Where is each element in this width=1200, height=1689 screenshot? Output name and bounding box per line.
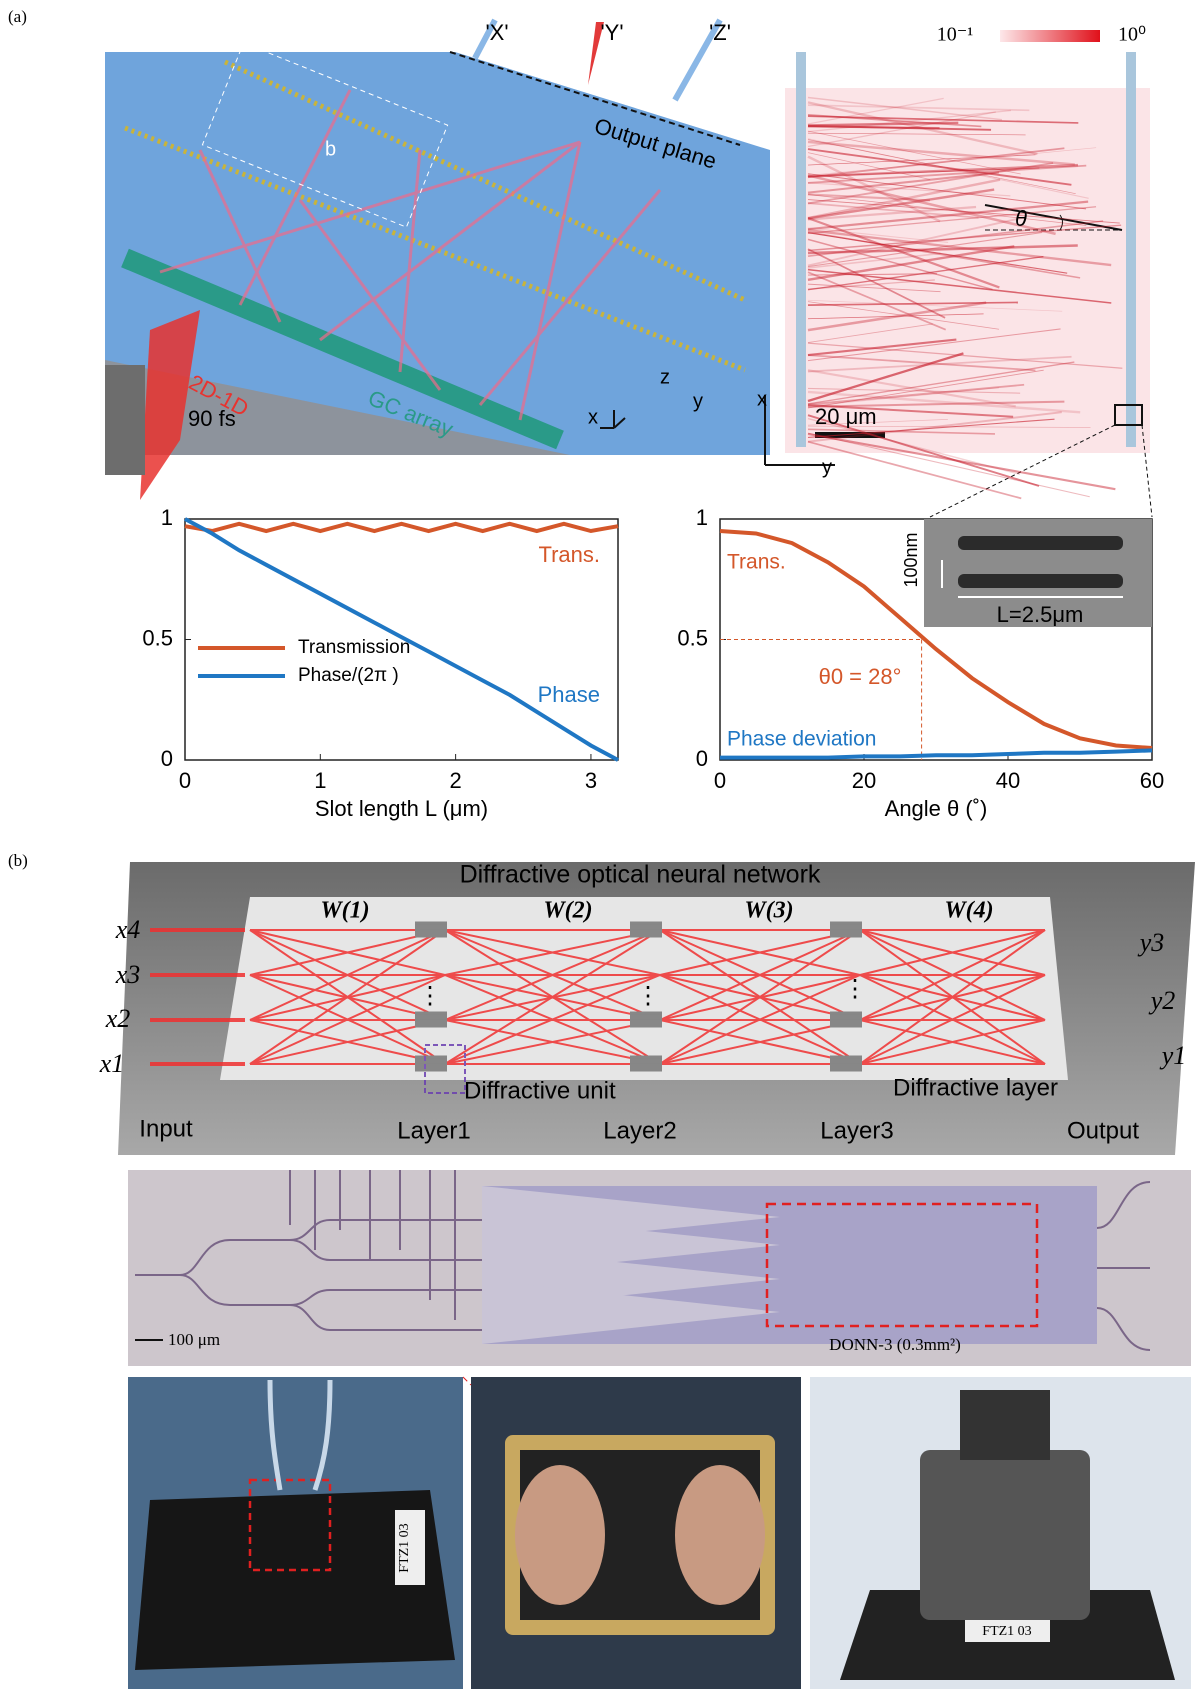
x-tick-label: 40 bbox=[996, 768, 1020, 793]
decoration bbox=[958, 574, 1123, 588]
field-map bbox=[765, 30, 1152, 517]
slot bbox=[830, 1023, 862, 1028]
box-label: b bbox=[325, 138, 336, 160]
pulse-label: 90 fs bbox=[188, 406, 236, 431]
annotation: Phase bbox=[538, 682, 600, 707]
weight-label: W(4) bbox=[944, 898, 993, 924]
decoration bbox=[958, 536, 1123, 550]
x-tick-label: 3 bbox=[585, 768, 597, 793]
y-tick-label: 0.5 bbox=[677, 625, 708, 650]
stage-label: Layer2 bbox=[603, 1117, 676, 1144]
axis-label: y bbox=[822, 456, 832, 478]
port-label: 'X' bbox=[485, 20, 508, 45]
stage-label: Layer3 bbox=[820, 1117, 893, 1144]
axis-label: x bbox=[588, 406, 598, 428]
series-label: Phase deviation bbox=[727, 728, 876, 751]
decoration bbox=[135, 1339, 163, 1341]
slot bbox=[415, 1023, 447, 1028]
output-label: y3 bbox=[1137, 928, 1165, 957]
decoration bbox=[105, 365, 145, 475]
slot bbox=[630, 1023, 662, 1028]
x-tick-label: 0 bbox=[179, 768, 191, 793]
slot bbox=[630, 933, 662, 938]
annotation: Trans. bbox=[538, 542, 600, 567]
decoration bbox=[960, 1390, 1050, 1460]
output-label: y1 bbox=[1159, 1041, 1187, 1070]
input-label: x1 bbox=[99, 1049, 125, 1078]
decoration bbox=[515, 1465, 605, 1605]
y-tick-label: 0 bbox=[161, 746, 173, 771]
inset-label: 100nm bbox=[901, 532, 921, 587]
scale-bar-label: 100 μm bbox=[168, 1330, 220, 1349]
x-tick-label: 20 bbox=[852, 768, 876, 793]
device-label: DONN-3 (0.3mm²) bbox=[829, 1335, 961, 1354]
decoration bbox=[796, 52, 806, 447]
y-tick-label: 1 bbox=[161, 505, 173, 530]
layer-label: Diffractive layer bbox=[893, 1074, 1058, 1101]
port-label: 'Z' bbox=[709, 20, 731, 45]
figure: (a) (b) 'X' 'Y' 'Z' Output plane b 2D-1D… bbox=[0, 0, 1200, 1689]
input-label: x3 bbox=[115, 960, 141, 989]
stage-label: Output bbox=[1067, 1117, 1139, 1144]
scale-bar-label: 20 μm bbox=[815, 404, 877, 429]
y-tick-label: 1 bbox=[696, 505, 708, 530]
stage-label: Input bbox=[139, 1115, 193, 1142]
slot bbox=[415, 1067, 447, 1072]
decoration bbox=[1126, 52, 1136, 447]
photos bbox=[128, 1377, 1191, 1689]
ellipsis: ⋮ bbox=[418, 982, 442, 1009]
decoration bbox=[1000, 30, 1100, 42]
decoration bbox=[463, 1377, 471, 1385]
slot bbox=[630, 1067, 662, 1072]
x-axis-label: Slot length L (μm) bbox=[315, 796, 488, 821]
ellipsis: ⋮ bbox=[636, 982, 660, 1009]
weight-label: W(1) bbox=[320, 898, 369, 924]
port-label: 'Y' bbox=[600, 20, 623, 45]
legend-label: Transmission bbox=[298, 637, 410, 658]
axis-label: x bbox=[757, 388, 767, 410]
inset-label: L=2.5μm bbox=[997, 602, 1084, 627]
y-tick-label: 0 bbox=[696, 746, 708, 771]
unit-label: Diffractive unit bbox=[464, 1077, 616, 1104]
slot bbox=[830, 1067, 862, 1072]
panel-label: (a) bbox=[8, 7, 27, 26]
socket-label: FTZ1 03 bbox=[982, 1624, 1031, 1639]
axis-label: z bbox=[660, 366, 670, 388]
weight-label: W(2) bbox=[543, 898, 592, 924]
x-axis-label: Angle θ (˚) bbox=[885, 796, 988, 821]
output-label: y2 bbox=[1148, 986, 1176, 1015]
micrograph bbox=[128, 1170, 1191, 1366]
angle-label: θ bbox=[1015, 206, 1027, 231]
input-label: x2 bbox=[105, 1004, 131, 1033]
slot bbox=[415, 933, 447, 938]
x-tick-label: 60 bbox=[1140, 768, 1164, 793]
input-label: x4 bbox=[115, 915, 141, 944]
annotation: θ0 = 28° bbox=[819, 664, 902, 689]
legend-label: Phase/(2π ) bbox=[298, 665, 399, 686]
ellipsis: ⋮ bbox=[843, 975, 867, 1002]
x-tick-label: 2 bbox=[450, 768, 462, 793]
board-label: FTZ1 03 bbox=[397, 1523, 412, 1572]
x-tick-label: 1 bbox=[314, 768, 326, 793]
decoration bbox=[675, 1465, 765, 1605]
x-tick-label: 0 bbox=[714, 768, 726, 793]
colorbar-label: 10⁻¹ bbox=[937, 24, 974, 46]
y-tick-label: 0.5 bbox=[142, 625, 173, 650]
series-label: Trans. bbox=[727, 551, 786, 574]
diagram-title: Diffractive optical neural network bbox=[460, 861, 821, 889]
decoration bbox=[920, 1450, 1090, 1620]
stage-label: Layer1 bbox=[397, 1117, 470, 1144]
colorbar-label: 10⁰ bbox=[1118, 24, 1146, 46]
slot bbox=[830, 933, 862, 938]
axis-label: y bbox=[693, 390, 703, 412]
weight-label: W(3) bbox=[744, 898, 793, 924]
panel-label: (b) bbox=[8, 851, 28, 870]
